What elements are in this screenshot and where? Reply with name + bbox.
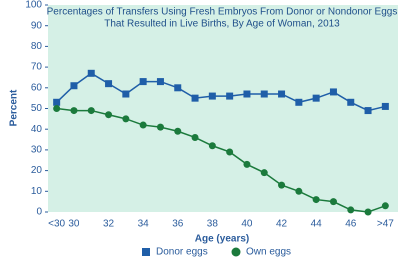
y-tick-label: 0 [36, 207, 42, 218]
data-point [87, 69, 95, 77]
data-point [174, 127, 182, 135]
data-point [226, 148, 234, 156]
y-tick-label: 30 [31, 145, 43, 156]
data-point [278, 90, 286, 98]
data-point [364, 107, 372, 115]
data-point [329, 198, 337, 206]
plot-area [48, 5, 398, 212]
data-point [278, 181, 286, 189]
data-point [53, 105, 61, 112]
x-tick-label: 36 [172, 219, 184, 230]
data-point [312, 196, 320, 204]
data-point [191, 94, 199, 102]
data-point [226, 92, 234, 100]
data-point [381, 202, 389, 210]
data-point [53, 98, 61, 106]
data-point [260, 169, 268, 177]
data-point [191, 133, 199, 141]
data-point [243, 90, 251, 98]
x-tick-label: 46 [345, 219, 357, 230]
legend-label: Own eggs [246, 247, 291, 258]
x-tick-label: 30 [68, 219, 80, 230]
data-point [174, 84, 182, 92]
y-tick-label: 20 [31, 165, 43, 176]
data-point [122, 115, 130, 123]
chart-title: Percentages of Transfers Using Fresh Emb… [47, 7, 398, 18]
legend-marker [142, 248, 150, 256]
data-point [208, 142, 216, 150]
data-point [329, 88, 337, 96]
data-point [122, 90, 130, 98]
data-point [208, 92, 216, 100]
y-tick-label: 10 [31, 186, 43, 197]
y-tick-label: 40 [31, 124, 43, 135]
data-point [295, 187, 303, 195]
data-point [312, 94, 320, 102]
x-tick-label: 44 [311, 219, 323, 230]
data-point [243, 160, 251, 168]
data-point [364, 208, 372, 216]
x-tick-label: >47 [377, 219, 394, 230]
data-point [139, 121, 147, 129]
data-point [156, 78, 164, 86]
data-point [139, 78, 147, 86]
data-point [105, 80, 113, 88]
data-point [260, 90, 268, 98]
y-tick-label: 100 [25, 0, 42, 11]
data-point [87, 107, 95, 115]
data-point [347, 98, 355, 106]
data-point [70, 107, 78, 115]
legend-marker [231, 247, 241, 257]
x-axis-label: Age (years) [195, 234, 249, 245]
y-tick-label: 90 [31, 20, 43, 31]
x-tick-label: 34 [138, 219, 150, 230]
y-tick-label: 50 [31, 103, 43, 114]
chart-title: That Resulted in Live Births, By Age of … [104, 19, 340, 30]
data-point [295, 98, 303, 106]
x-tick-label: <30 [48, 219, 65, 230]
data-point [347, 206, 355, 214]
data-point [70, 82, 78, 90]
y-axis-label: Percent [9, 89, 20, 126]
x-tick-label: 32 [103, 219, 115, 230]
x-tick-label: 42 [276, 219, 288, 230]
x-tick-label: 40 [241, 219, 253, 230]
y-tick-label: 70 [31, 62, 43, 73]
data-point [156, 123, 164, 131]
data-point [381, 102, 389, 110]
legend-label: Donor eggs [156, 247, 208, 258]
x-tick-label: 38 [207, 219, 219, 230]
y-tick-label: 60 [31, 82, 43, 93]
y-tick-label: 80 [31, 41, 43, 52]
data-point [105, 111, 113, 119]
